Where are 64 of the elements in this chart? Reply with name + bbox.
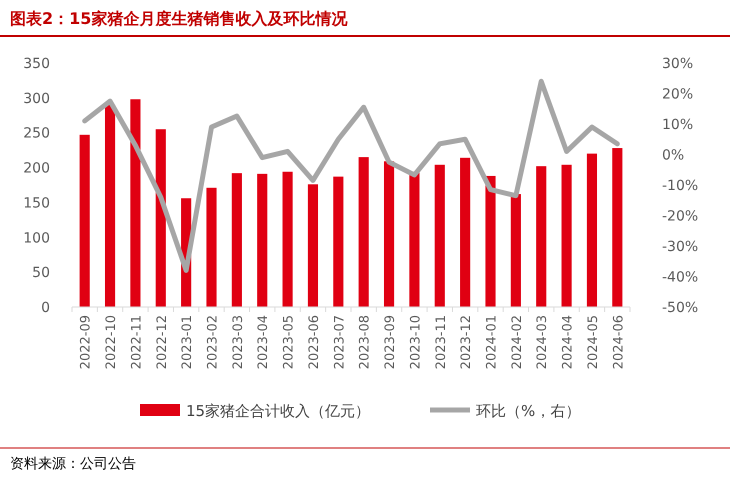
y2-tick-label: -40% (662, 270, 698, 286)
bar (586, 154, 598, 307)
bar (206, 188, 217, 307)
bar (612, 148, 622, 307)
x-tick-label: 2023-07 (332, 315, 348, 370)
bar (384, 161, 394, 307)
y2-tick-label: 30% (662, 56, 694, 72)
x-tick-label: 2024-01 (484, 315, 500, 370)
x-tick-label: 2024-02 (510, 315, 525, 370)
legend-label: 15家猪企合计收入（亿元） (186, 402, 370, 420)
bar (308, 184, 318, 307)
bar (358, 157, 369, 307)
y2-tick-label: 10% (662, 117, 694, 133)
x-tick-label: 2023-01 (180, 315, 196, 370)
x-tick-label: 2023-05 (282, 315, 297, 370)
bar (232, 173, 242, 307)
x-tick-label: 2023-08 (358, 315, 373, 370)
bar (156, 129, 166, 307)
text: 资料来源：公司公告 (10, 456, 136, 472)
y2-tick-label: -20% (662, 208, 698, 224)
y-tick-label: 250 (23, 126, 50, 142)
y2-tick-label: -50% (662, 300, 698, 316)
y2-tick-label: 20% (662, 86, 694, 102)
y-tick-label: 150 (23, 195, 50, 212)
chart-title: 图表2：15家猪企月度生猪销售收入及环比情况 (10, 9, 348, 28)
bar (434, 164, 445, 307)
x-tick-label: 2023-11 (434, 315, 449, 370)
x-tick-label: 2023-04 (256, 315, 272, 370)
bar (104, 104, 116, 307)
bar (333, 176, 344, 307)
x-tick-label: 2024-06 (611, 315, 626, 370)
y-tick-label: 0 (41, 300, 50, 316)
bar (562, 164, 572, 307)
bar (130, 99, 140, 307)
x-tick-label: 2024-03 (535, 315, 550, 370)
bar (510, 194, 521, 307)
x-tick-label: 2024-05 (586, 315, 601, 370)
y-tick-label: 50 (32, 265, 50, 282)
x-tick-label: 2023-12 (459, 315, 474, 370)
bar (282, 172, 293, 307)
bar (536, 166, 546, 307)
x-tick-label: 2022-09 (78, 315, 94, 370)
x-tick-label: 2022-11 (129, 315, 144, 370)
y-tick-label: 200 (23, 160, 50, 177)
y2-tick-label: 0% (662, 148, 684, 164)
bar (460, 158, 470, 307)
x-tick-label: 2023-10 (408, 315, 424, 370)
x-tick-label: 2023-03 (230, 315, 246, 370)
y2-tick-label: -30% (662, 239, 698, 255)
y-tick-label: 300 (23, 90, 50, 107)
legend-label: 环比（%，右） (476, 402, 580, 420)
bar (485, 176, 496, 307)
bar (80, 134, 90, 307)
bar (409, 172, 420, 307)
x-tick-label: 2022-12 (154, 315, 170, 370)
y2-tick-label: -10% (662, 178, 698, 194)
x-tick-label: 2023-09 (383, 315, 398, 370)
bar (257, 174, 268, 307)
y-tick-label: 100 (23, 230, 50, 246)
x-tick-label: 2024-04 (560, 315, 576, 370)
x-tick-label: 2022-10 (104, 315, 120, 370)
x-tick-label: 2023-02 (206, 315, 220, 370)
y-tick-label: 350 (23, 56, 50, 72)
x-tick-label: 2023-06 (306, 315, 322, 370)
